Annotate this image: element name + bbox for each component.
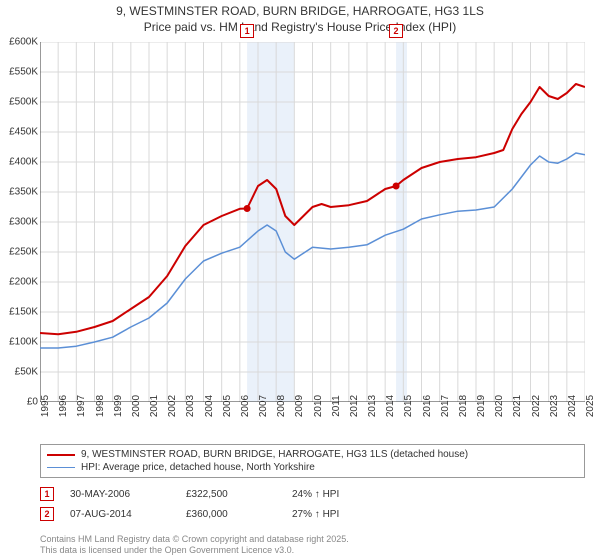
transaction-price: £360,000 xyxy=(186,509,276,520)
x-tick-label: 2002 xyxy=(167,395,178,417)
x-tick-label: 2025 xyxy=(585,395,596,417)
x-tick-label: 2021 xyxy=(512,395,523,417)
y-tick-label: £600K xyxy=(9,37,38,48)
y-tick-label: £500K xyxy=(9,97,38,108)
title-line-2: Price paid vs. HM Land Registry's House … xyxy=(0,20,600,36)
y-tick-label: £350K xyxy=(9,187,38,198)
x-tick-label: 1998 xyxy=(95,395,106,417)
transaction-price: £322,500 xyxy=(186,489,276,500)
x-tick-label: 2024 xyxy=(567,395,578,417)
transaction-date: 30-MAY-2006 xyxy=(70,489,170,500)
x-tick-label: 2016 xyxy=(422,395,433,417)
transaction-date: 07-AUG-2014 xyxy=(70,509,170,520)
x-tick-label: 2009 xyxy=(294,395,305,417)
x-tick-label: 1999 xyxy=(113,395,124,417)
x-tick-label: 2001 xyxy=(149,395,160,417)
x-tick-label: 2003 xyxy=(185,395,196,417)
x-tick-label: 2014 xyxy=(385,395,396,417)
x-tick-label: 2011 xyxy=(331,395,342,417)
x-tick-label: 1996 xyxy=(58,395,69,417)
y-tick-label: £250K xyxy=(9,247,38,258)
x-tick-label: 2007 xyxy=(258,395,269,417)
y-tick-label: £50K xyxy=(15,367,38,378)
legend-label-hpi: HPI: Average price, detached house, Nort… xyxy=(81,462,315,473)
footer-line-1: Contains HM Land Registry data © Crown c… xyxy=(40,534,349,545)
transaction-marker: 1 xyxy=(40,487,54,501)
x-tick-label: 2015 xyxy=(403,395,414,417)
legend-label-property: 9, WESTMINSTER ROAD, BURN BRIDGE, HARROG… xyxy=(81,449,468,460)
y-tick-label: £100K xyxy=(9,337,38,348)
chart-svg xyxy=(40,42,585,402)
footer: Contains HM Land Registry data © Crown c… xyxy=(40,534,349,556)
title-line-1: 9, WESTMINSTER ROAD, BURN BRIDGE, HARROG… xyxy=(0,4,600,20)
y-tick-label: £150K xyxy=(9,307,38,318)
transaction-row: 1 30-MAY-2006 £322,500 24% ↑ HPI xyxy=(40,484,585,504)
transaction-hpi: 27% ↑ HPI xyxy=(292,509,372,520)
x-tick-label: 2017 xyxy=(440,395,451,417)
legend-swatch-hpi xyxy=(47,467,75,468)
transaction-marker: 2 xyxy=(40,507,54,521)
x-tick-label: 2010 xyxy=(313,395,324,417)
y-tick-label: £200K xyxy=(9,277,38,288)
y-tick-label: £0 xyxy=(27,397,38,408)
x-tick-label: 2008 xyxy=(276,395,287,417)
x-tick-label: 2019 xyxy=(476,395,487,417)
chart-title: 9, WESTMINSTER ROAD, BURN BRIDGE, HARROG… xyxy=(0,0,600,35)
y-tick-label: £300K xyxy=(9,217,38,228)
legend-row-property: 9, WESTMINSTER ROAD, BURN BRIDGE, HARROG… xyxy=(47,448,578,461)
x-tick-label: 1997 xyxy=(76,395,87,417)
chart-area: £0£50K£100K£150K£200K£250K£300K£350K£400… xyxy=(40,42,585,402)
x-tick-label: 2022 xyxy=(531,395,542,417)
transaction-hpi: 24% ↑ HPI xyxy=(292,489,372,500)
legend-row-hpi: HPI: Average price, detached house, Nort… xyxy=(47,461,578,474)
x-tick-label: 2005 xyxy=(222,395,233,417)
sale-marker-box: 1 xyxy=(240,24,254,38)
legend-swatch-property xyxy=(47,454,75,456)
transactions-table: 1 30-MAY-2006 £322,500 24% ↑ HPI 2 07-AU… xyxy=(40,484,585,524)
y-tick-label: £400K xyxy=(9,157,38,168)
x-tick-label: 2020 xyxy=(494,395,505,417)
x-tick-label: 2012 xyxy=(349,395,360,417)
sale-marker-box: 2 xyxy=(389,24,403,38)
x-tick-label: 1995 xyxy=(40,395,51,417)
x-tick-label: 2004 xyxy=(204,395,215,417)
x-tick-label: 2006 xyxy=(240,395,251,417)
legend: 9, WESTMINSTER ROAD, BURN BRIDGE, HARROG… xyxy=(40,444,585,478)
transaction-row: 2 07-AUG-2014 £360,000 27% ↑ HPI xyxy=(40,504,585,524)
footer-line-2: This data is licensed under the Open Gov… xyxy=(40,545,349,556)
x-tick-label: 2000 xyxy=(131,395,142,417)
x-tick-label: 2013 xyxy=(367,395,378,417)
chart-container: 9, WESTMINSTER ROAD, BURN BRIDGE, HARROG… xyxy=(0,0,600,560)
x-tick-label: 2018 xyxy=(458,395,469,417)
y-tick-label: £550K xyxy=(9,67,38,78)
y-tick-label: £450K xyxy=(9,127,38,138)
x-tick-label: 2023 xyxy=(549,395,560,417)
